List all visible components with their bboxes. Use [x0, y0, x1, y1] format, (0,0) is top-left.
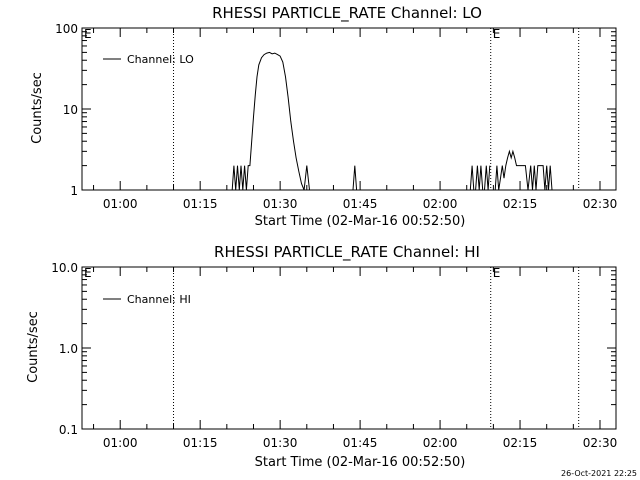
hi-x-tick-label: 01:15 [183, 436, 218, 450]
hi-x-tick-label: 01:30 [263, 436, 298, 450]
lo-x-tick-label: 01:00 [103, 197, 138, 211]
hi-event-marker-label: E [493, 266, 501, 280]
lo-y-axis-label: Counts/sec [30, 72, 45, 144]
lo-series-line [352, 165, 358, 191]
lo-chart-title: RHESSI PARTICLE_RATE Channel: LO [212, 4, 482, 23]
hi-y-tick-label: 1.0 [59, 342, 78, 356]
hi-x-tick-label: 02:00 [423, 436, 458, 450]
lo-series-line [231, 51, 313, 191]
hi-x-tick-label: 02:15 [503, 436, 538, 450]
lo-x-tick-label: 02:00 [423, 197, 458, 211]
lo-channel-panel: RHESSI PARTICLE_RATE Channel: LO Start T… [30, 4, 617, 229]
lo-x-tick-label: 02:30 [583, 197, 618, 211]
generation-timestamp: 26-Oct-2021 22:25 [561, 469, 637, 478]
hi-y-tick-label: 0.1 [59, 423, 78, 437]
hi-chart-title: RHESSI PARTICLE_RATE Channel: HI [214, 243, 480, 262]
hi-edge-marker-label: E [84, 266, 92, 280]
hi-x-tick-label: 01:45 [343, 436, 378, 450]
lo-edge-marker-label: E [84, 27, 92, 41]
lo-legend-label: Channel: LO [127, 53, 194, 66]
lo-x-tick-label: 01:30 [263, 197, 298, 211]
lo-y-tick-label: 10 [63, 103, 78, 117]
hi-legend-label: Channel: HI [127, 293, 191, 306]
hi-y-tick-label: 10.0 [51, 261, 78, 275]
lo-series-line [469, 165, 491, 191]
hi-x-tick-label: 01:00 [103, 436, 138, 450]
hi-channel-panel: RHESSI PARTICLE_RATE Channel: HI Start T… [26, 243, 617, 470]
lo-x-axis-label: Start Time (02-Mar-16 00:52:50) [255, 214, 466, 229]
lo-series-line [493, 149, 553, 191]
hi-y-axis-label: Counts/sec [26, 311, 41, 383]
hi-plot-frame [81, 266, 617, 430]
lo-x-tick-label: 01:15 [183, 197, 218, 211]
hi-x-tick-label: 02:30 [583, 436, 618, 450]
hi-x-axis-label: Start Time (02-Mar-16 00:52:50) [255, 455, 466, 470]
lo-x-tick-label: 02:15 [503, 197, 538, 211]
lo-x-tick-label: 01:45 [343, 197, 378, 211]
lo-y-tick-label: 100 [55, 22, 78, 36]
lo-event-marker-label: E [493, 27, 501, 41]
lo-y-tick-label: 1 [70, 184, 78, 198]
